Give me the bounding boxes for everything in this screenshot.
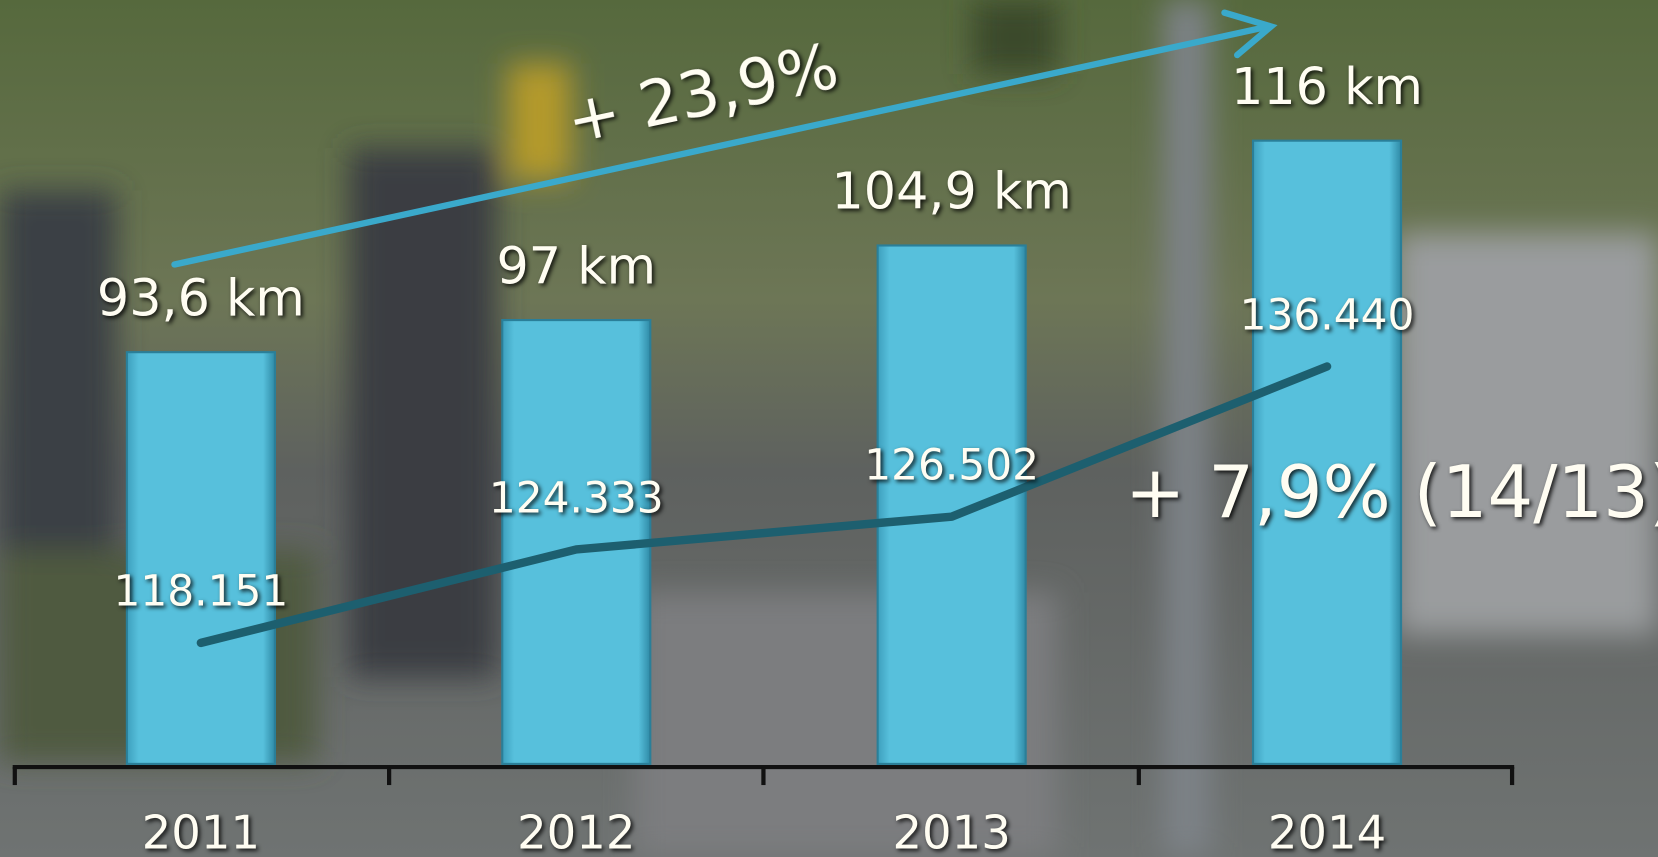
- plot-area: 93,6 km 97 km 104,9 km 116 km 118.151 124.333…: [97, 57, 1423, 765]
- x-axis: [12, 764, 1515, 786]
- bar-value-label: 116 km: [1231, 57, 1423, 116]
- annotation: + 7,9% (14/13): [1125, 450, 1658, 534]
- bar-value-label: 97 km: [497, 236, 657, 295]
- x-tick-label: 2012: [517, 805, 635, 857]
- x-tick-label: 2011: [142, 805, 260, 857]
- x-tick-label: 2014: [1268, 805, 1386, 857]
- x-tick-label: 2013: [892, 805, 1010, 857]
- growth-arrow: [171, 9, 1278, 268]
- line-value-label: 126.502: [864, 440, 1039, 489]
- bar: [876, 244, 1027, 765]
- bar: [1251, 139, 1403, 765]
- line-value-label: 124.333: [489, 473, 664, 522]
- bar: [125, 351, 276, 765]
- line-value-label: 136.440: [1240, 290, 1415, 339]
- line-value-label: 118.151: [113, 567, 288, 616]
- bar-value-label: 93,6 km: [97, 268, 305, 327]
- bar-value-label: 104,9 km: [832, 162, 1072, 221]
- line: [196, 362, 1332, 648]
